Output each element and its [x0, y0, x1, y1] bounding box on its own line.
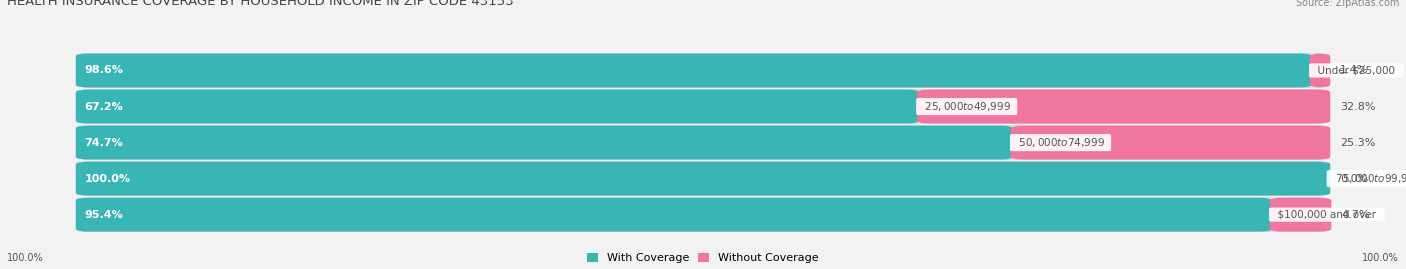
Text: 0.0%: 0.0%: [1340, 174, 1368, 184]
FancyBboxPatch shape: [76, 198, 1272, 232]
FancyBboxPatch shape: [76, 162, 1330, 196]
Text: $75,000 to $99,999: $75,000 to $99,999: [1329, 172, 1406, 185]
Text: 95.4%: 95.4%: [84, 210, 124, 220]
Text: 1.4%: 1.4%: [1340, 65, 1368, 76]
FancyBboxPatch shape: [76, 54, 1330, 87]
FancyBboxPatch shape: [1310, 54, 1330, 87]
Text: Under $25,000: Under $25,000: [1312, 65, 1402, 76]
Text: $100,000 and over: $100,000 and over: [1271, 210, 1382, 220]
FancyBboxPatch shape: [76, 90, 1330, 123]
Text: 67.2%: 67.2%: [84, 101, 124, 112]
FancyBboxPatch shape: [76, 198, 1330, 232]
FancyBboxPatch shape: [1270, 198, 1331, 232]
FancyBboxPatch shape: [76, 90, 920, 123]
Legend: With Coverage, Without Coverage: With Coverage, Without Coverage: [588, 253, 818, 263]
Text: 4.7%: 4.7%: [1341, 210, 1369, 220]
Text: 100.0%: 100.0%: [7, 253, 44, 263]
FancyBboxPatch shape: [76, 162, 1330, 196]
Text: 25.3%: 25.3%: [1340, 137, 1375, 148]
Text: Source: ZipAtlas.com: Source: ZipAtlas.com: [1295, 0, 1399, 8]
Text: $50,000 to $74,999: $50,000 to $74,999: [1012, 136, 1109, 149]
FancyBboxPatch shape: [76, 54, 1313, 87]
Text: 100.0%: 100.0%: [1362, 253, 1399, 263]
FancyBboxPatch shape: [1011, 126, 1330, 160]
FancyBboxPatch shape: [76, 126, 1330, 160]
FancyBboxPatch shape: [917, 90, 1330, 123]
Text: 98.6%: 98.6%: [84, 65, 124, 76]
Text: 74.7%: 74.7%: [84, 137, 124, 148]
Text: $25,000 to $49,999: $25,000 to $49,999: [918, 100, 1015, 113]
Text: 100.0%: 100.0%: [84, 174, 131, 184]
Text: 32.8%: 32.8%: [1340, 101, 1375, 112]
Text: HEALTH INSURANCE COVERAGE BY HOUSEHOLD INCOME IN ZIP CODE 43153: HEALTH INSURANCE COVERAGE BY HOUSEHOLD I…: [7, 0, 513, 8]
FancyBboxPatch shape: [76, 126, 1014, 160]
